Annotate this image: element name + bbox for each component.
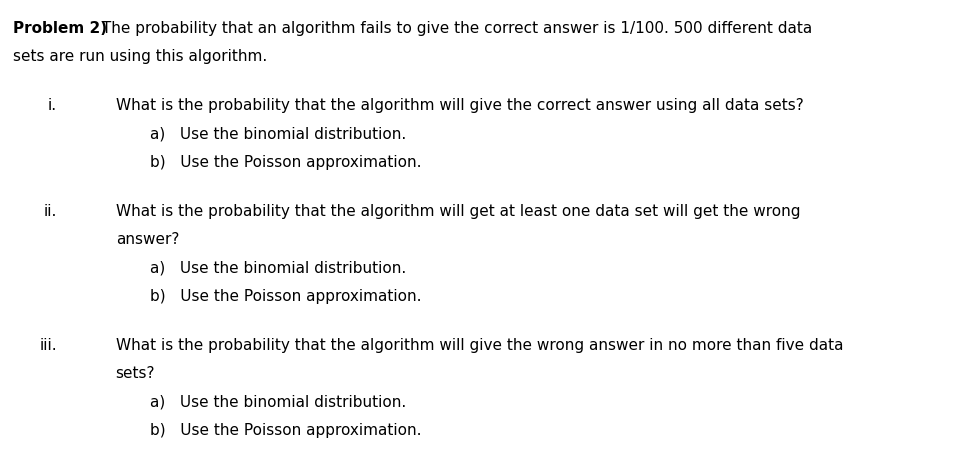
Text: a)   Use the binomial distribution.: a) Use the binomial distribution. (150, 126, 406, 142)
Text: What is the probability that the algorithm will get at least one data set will g: What is the probability that the algorit… (116, 204, 800, 219)
Text: a)   Use the binomial distribution.: a) Use the binomial distribution. (150, 395, 406, 410)
Text: What is the probability that the algorithm will give the wrong answer in no more: What is the probability that the algorit… (116, 338, 843, 353)
Text: i.: i. (48, 98, 57, 113)
Text: b)   Use the Poisson approximation.: b) Use the Poisson approximation. (150, 423, 421, 438)
Text: a)   Use the binomial distribution.: a) Use the binomial distribution. (150, 261, 406, 276)
Text: b)   Use the Poisson approximation.: b) Use the Poisson approximation. (150, 289, 421, 304)
Text: iii.: iii. (39, 338, 57, 353)
Text: Problem 2): Problem 2) (13, 21, 107, 36)
Text: sets?: sets? (116, 366, 155, 382)
Text: What is the probability that the algorithm will give the correct answer using al: What is the probability that the algorit… (116, 98, 804, 113)
Text: The probability that an algorithm fails to give the correct answer is 1/100. 500: The probability that an algorithm fails … (97, 21, 812, 36)
Text: ii.: ii. (43, 204, 57, 219)
Text: answer?: answer? (116, 232, 179, 247)
Text: sets are run using this algorithm.: sets are run using this algorithm. (13, 49, 267, 64)
Text: b)   Use the Poisson approximation.: b) Use the Poisson approximation. (150, 155, 421, 170)
